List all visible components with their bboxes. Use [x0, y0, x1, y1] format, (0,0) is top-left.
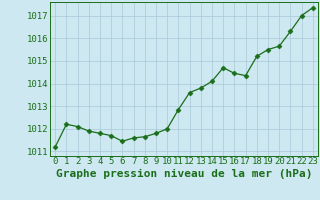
- X-axis label: Graphe pression niveau de la mer (hPa): Graphe pression niveau de la mer (hPa): [56, 169, 312, 179]
